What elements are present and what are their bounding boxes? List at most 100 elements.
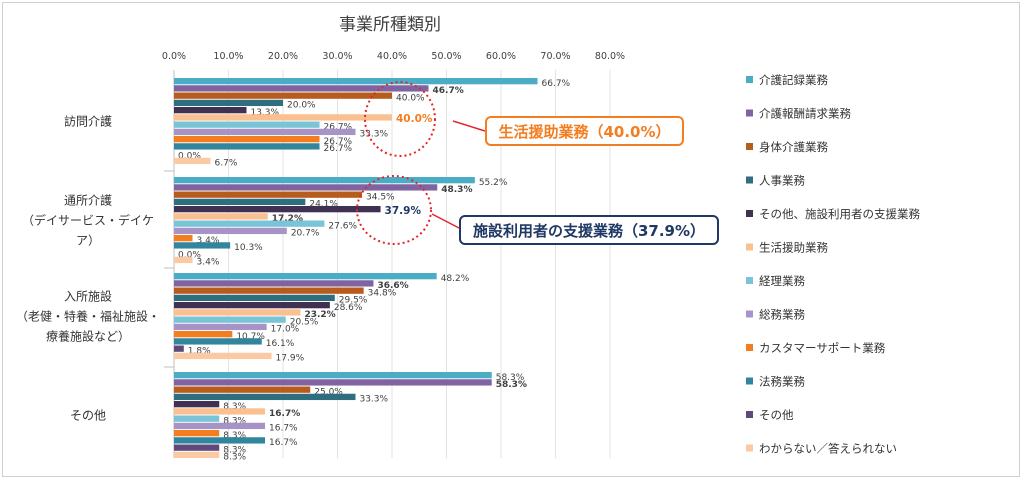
x-tick-label: 10.0%: [213, 51, 243, 62]
bar: [174, 198, 306, 206]
bar: [174, 157, 211, 165]
bar: [174, 256, 193, 264]
data-label: 33.3%: [359, 130, 388, 140]
data-label: 24.1%: [309, 200, 338, 210]
legend-swatch: [746, 444, 753, 452]
bar: [174, 415, 220, 422]
data-label: 17.2%: [272, 214, 303, 224]
bar: [174, 121, 320, 128]
bar: [174, 309, 301, 316]
category-label: その他: [70, 409, 106, 423]
x-tick-label: 80.0%: [595, 51, 625, 62]
legend-swatch: [746, 210, 753, 217]
bar: [174, 78, 538, 85]
data-label: 34.5%: [366, 192, 395, 202]
bar: [174, 227, 287, 235]
bar: [174, 323, 267, 331]
x-tick-label: 0.0%: [162, 51, 186, 62]
highlight-circle-seikatsu: [364, 81, 436, 157]
legend-entry: 経理業務: [759, 274, 805, 288]
bar: [174, 177, 475, 184]
data-label: 20.5%: [290, 317, 319, 327]
data-label: 3.4%: [197, 236, 220, 246]
bar: [174, 408, 266, 415]
legend-swatch: [746, 243, 753, 251]
category-label: 入所施設: [64, 289, 112, 304]
bar: [174, 338, 262, 345]
bar: [174, 206, 381, 213]
legend-entry: わからない／答えられない: [759, 442, 897, 456]
data-label: 16.7%: [269, 409, 300, 419]
bar: [174, 273, 437, 280]
data-label: 48.2%: [441, 274, 470, 284]
bar: [174, 331, 233, 338]
data-label: 58.3%: [496, 373, 525, 383]
bar: [174, 451, 220, 459]
data-label: 10.7%: [236, 332, 265, 342]
bar: [174, 235, 193, 242]
data-label: 8.3%: [223, 445, 246, 455]
bar: [174, 143, 320, 150]
category-label: ア）: [76, 234, 100, 248]
data-label: 58.3%: [496, 380, 527, 390]
legend-entry: 介護記録業務: [759, 73, 828, 87]
legend-swatch: [746, 277, 753, 284]
legend-entry: 総務業務: [759, 308, 805, 322]
data-label: 26.7%: [324, 137, 353, 147]
bar: [174, 136, 320, 143]
data-label: 0.0%: [178, 151, 201, 161]
bar: [174, 422, 266, 430]
bar: [174, 107, 247, 114]
data-label: 3.4%: [197, 258, 220, 268]
bar: [174, 302, 330, 309]
legend-swatch: [746, 176, 753, 184]
bar: [174, 280, 374, 287]
category-label: （デイサービス・デイケ: [22, 213, 154, 228]
bar: [174, 430, 220, 437]
data-label: 26.7%: [324, 144, 353, 154]
bar: [174, 128, 356, 136]
bar: [174, 393, 356, 401]
bar: [174, 85, 429, 92]
annotation-callout-shien: 施設利用者の支援業務（37.9%）: [459, 215, 719, 245]
category-label: 療養施設など）: [46, 329, 130, 344]
x-tick-label: 40.0%: [377, 51, 407, 62]
bar: [174, 444, 220, 451]
bar: [174, 379, 492, 386]
data-label: 46.7%: [433, 86, 464, 96]
bar: [174, 213, 268, 220]
bar: [174, 316, 286, 323]
data-label: 16.7%: [269, 438, 298, 448]
legend-entry: その他: [759, 408, 794, 422]
legend-swatch: [746, 344, 753, 351]
data-label: 13.3%: [250, 108, 279, 118]
bar: [174, 352, 272, 360]
data-label: 25.0%: [314, 387, 343, 397]
legend-swatch: [746, 377, 753, 385]
legend-entry: 人事業務: [759, 174, 805, 188]
legend-swatch: [746, 76, 753, 83]
data-label: 23.2%: [304, 310, 335, 320]
x-tick-label: 30.0%: [322, 51, 352, 62]
data-label: 37.9%: [385, 205, 422, 217]
legend-entry: 生活援助業務: [759, 241, 828, 255]
data-label: 40.0%: [396, 113, 433, 125]
chart-title: 事業所種類別: [339, 15, 441, 35]
data-label: 8.3%: [223, 431, 246, 441]
data-label: 33.3%: [359, 395, 388, 405]
data-label: 34.8%: [368, 288, 397, 298]
data-label: 16.1%: [266, 339, 295, 349]
bar: [174, 401, 220, 408]
data-label: 26.7%: [324, 122, 353, 132]
data-label: 20.7%: [291, 229, 320, 239]
callout-connector-seikatsu: [452, 120, 486, 132]
bar: [174, 220, 325, 227]
legend-swatch: [746, 411, 753, 418]
data-label: 8.3%: [223, 402, 246, 412]
x-tick-label: 60.0%: [486, 51, 516, 62]
bar: [174, 372, 492, 379]
data-label: 1.8%: [188, 346, 211, 356]
data-label: 0.0%: [178, 250, 201, 260]
legend-swatch: [746, 143, 753, 150]
bar: [174, 114, 392, 121]
